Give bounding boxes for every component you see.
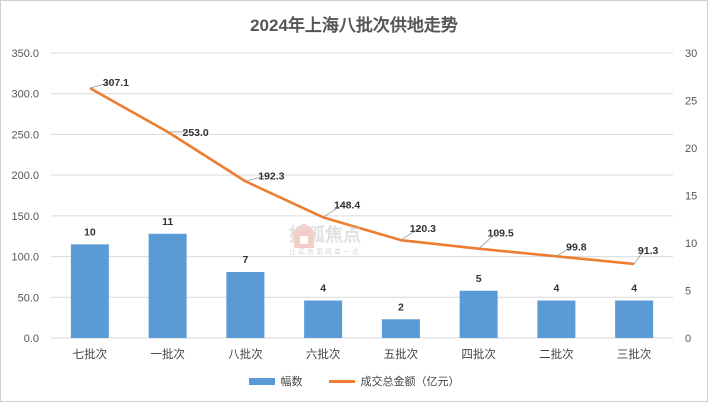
bar	[537, 300, 576, 338]
x-tick-label: 八批次	[228, 347, 263, 361]
bar-data-label: 4	[631, 283, 637, 295]
label-leader	[322, 204, 344, 218]
y-left-tick-label: 100.0	[11, 252, 39, 264]
legend-item-line: 成交总金额（亿元）	[328, 373, 460, 389]
bar	[226, 272, 265, 338]
legend-swatch-bars	[248, 377, 275, 385]
line-data-label: 91.3	[638, 245, 659, 257]
y-left-tick-label: 200.0	[11, 170, 39, 182]
bar	[148, 233, 187, 338]
label-leader	[633, 249, 645, 265]
line-data-label: 99.8	[566, 241, 587, 253]
bar-data-label: 7	[242, 254, 248, 266]
y-left-tick-label: 350.0	[11, 48, 39, 60]
legend-swatch-line	[328, 379, 355, 383]
bar-data-label: 4	[320, 283, 326, 295]
label-leader	[89, 81, 112, 89]
y-left-tick-label: 50.0	[18, 292, 39, 304]
y-right-tick-label: 5	[685, 286, 691, 298]
bar-data-label: 5	[476, 273, 482, 285]
bar-data-label: 10	[84, 226, 96, 238]
legend: 幅数 成交总金额（亿元）	[1, 373, 707, 389]
bar	[615, 300, 654, 338]
x-tick-label: 五批次	[384, 347, 419, 361]
x-tick-label: 三批次	[617, 347, 652, 361]
y-right-tick-label: 0	[685, 333, 691, 345]
bar	[459, 290, 498, 338]
x-tick-label: 七批次	[73, 347, 108, 361]
line-data-label: 253.0	[182, 127, 208, 139]
y-left-tick-label: 150.0	[11, 211, 39, 223]
bar-data-label: 11	[162, 216, 173, 228]
bar-data-label: 2	[398, 301, 404, 313]
x-tick-label: 二批次	[539, 347, 574, 361]
bar	[381, 319, 420, 338]
line-data-label: 192.3	[258, 170, 284, 182]
label-leader	[478, 232, 497, 249]
y-right-tick-label: 20	[685, 143, 697, 155]
y-right-tick-label: 15	[685, 191, 697, 203]
x-tick-label: 四批次	[461, 347, 496, 361]
y-right-tick-label: 25	[685, 96, 697, 108]
legend-label-line: 成交总金额（亿元）	[360, 375, 460, 388]
line-data-label: 109.5	[487, 228, 513, 240]
legend-label-bars: 幅数	[280, 375, 303, 388]
legend-item-bars: 幅数	[248, 373, 303, 389]
label-leader	[556, 245, 573, 257]
chart-title: 2024年上海八批次供地走势	[250, 16, 458, 35]
bar-data-label: 4	[553, 283, 559, 295]
x-tick-label: 一批次	[150, 347, 185, 361]
line-data-label: 120.3	[410, 223, 436, 235]
y-left-tick-label: 250.0	[11, 129, 39, 141]
y-right-tick-label: 10	[685, 238, 697, 250]
label-leader	[245, 174, 268, 182]
y-left-tick-label: 300.0	[11, 89, 39, 101]
line-data-label: 148.4	[334, 199, 360, 211]
line-data-label: 307.1	[103, 77, 129, 89]
x-tick-label: 六批次	[306, 347, 341, 361]
label-leader	[400, 227, 420, 241]
line-series	[89, 87, 635, 266]
bar	[70, 244, 109, 338]
bar	[304, 300, 343, 338]
y-right-tick-label: 30	[685, 48, 697, 60]
y-left-tick-label: 0.0	[24, 333, 39, 345]
